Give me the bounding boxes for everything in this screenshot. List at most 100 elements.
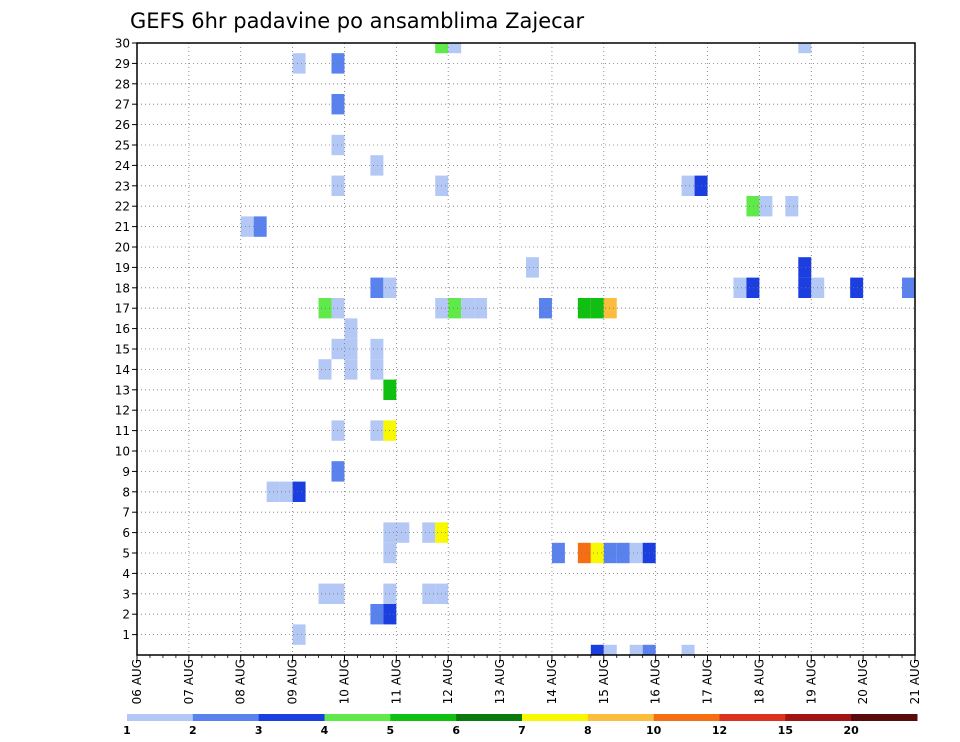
- legend-swatch: [456, 714, 523, 721]
- y-tick-label: 5: [122, 547, 130, 561]
- precip-cell: [798, 257, 812, 278]
- y-tick-label: 22: [115, 200, 130, 214]
- grid-lines: [137, 42, 915, 655]
- y-tick-label: 24: [115, 159, 130, 173]
- legend-label: 7: [518, 724, 526, 737]
- precip-cell: [370, 604, 384, 625]
- precip-cell: [240, 216, 254, 237]
- precip-cell: [253, 216, 267, 237]
- legend-swatch: [258, 714, 325, 721]
- y-tick-label: 10: [115, 445, 130, 459]
- precip-cell: [603, 298, 617, 319]
- x-tick-label: 08 AUG: [234, 659, 248, 704]
- legend-label: 12: [712, 724, 727, 737]
- precip-cell: [474, 298, 488, 319]
- precip-cell: [279, 481, 293, 502]
- precip-cell: [461, 298, 475, 319]
- legend-swatch: [324, 714, 391, 721]
- legend-label: 5: [387, 724, 395, 737]
- precip-cell: [850, 277, 864, 298]
- y-tick-label: 21: [115, 220, 130, 234]
- legend-label: 2: [189, 724, 197, 737]
- chart-title: GEFS 6hr padavine po ansamblima Zajecar: [130, 9, 585, 33]
- precip-cell: [292, 53, 306, 74]
- y-tick-label: 19: [115, 261, 130, 275]
- x-tick-label: 16 AUG: [649, 659, 663, 704]
- precip-cell: [551, 542, 565, 564]
- legend-swatch: [127, 714, 194, 721]
- x-tick-label: 10 AUG: [338, 659, 352, 704]
- precip-cell: [370, 155, 384, 176]
- x-tick-label: 11 AUG: [389, 659, 403, 704]
- y-tick-label: 17: [115, 302, 130, 316]
- precip-cell: [746, 277, 760, 298]
- precip-cell: [642, 644, 656, 655]
- legend-label: 3: [255, 724, 263, 737]
- precip-cell: [577, 542, 591, 564]
- precip-cell: [370, 338, 384, 360]
- legend-swatch: [851, 714, 918, 721]
- precip-cell: [448, 43, 462, 54]
- legend-swatch: [785, 714, 852, 721]
- x-tick-label: 09 AUG: [286, 659, 300, 704]
- precip-cell: [733, 277, 747, 298]
- x-tick-label: 07 AUG: [182, 659, 196, 704]
- x-tick-label: 12 AUG: [441, 659, 455, 704]
- precip-cell: [746, 196, 760, 217]
- y-tick-label: 14: [115, 363, 130, 377]
- legend-swatch: [522, 714, 589, 721]
- legend-label: 20: [844, 724, 860, 737]
- precip-cell: [798, 43, 812, 54]
- precip-cell: [370, 420, 384, 441]
- legend-label: 4: [321, 724, 329, 737]
- y-tick-label: 11: [115, 424, 130, 438]
- y-tick-label: 18: [115, 281, 130, 295]
- y-tick-label: 16: [115, 322, 130, 336]
- precip-cell: [370, 277, 384, 298]
- precip-cell: [435, 43, 449, 54]
- precip-cell: [396, 522, 410, 543]
- y-tick-label: 1: [122, 628, 130, 642]
- x-tick-label: 06 AUG: [130, 659, 144, 704]
- precip-cell: [292, 481, 306, 502]
- legend-swatch: [719, 714, 786, 721]
- precip-cell: [344, 318, 358, 339]
- precip-cell: [902, 277, 915, 298]
- y-tick-label: 12: [115, 404, 130, 418]
- y-tick-label: 4: [122, 567, 130, 581]
- y-tick-label: 30: [115, 37, 130, 51]
- legend-colorbar: 1 2 3 4 5 6 7 8 10 12 15 20: [123, 714, 918, 737]
- precip-cell: [629, 542, 643, 564]
- precip-cell: [603, 542, 617, 564]
- precip-cell: [422, 522, 436, 543]
- y-tick-label: 15: [115, 343, 130, 357]
- precip-cell: [344, 359, 358, 380]
- y-tick-label: 27: [115, 98, 130, 112]
- legend-label: 6: [452, 724, 460, 737]
- precip-cell: [603, 644, 617, 655]
- y-tick-label: 7: [122, 506, 130, 520]
- precip-cell: [590, 644, 604, 655]
- precip-cell: [681, 175, 695, 196]
- y-tick-label: 6: [122, 526, 130, 540]
- x-tick-label: 13 AUG: [493, 659, 507, 704]
- y-tick-label: 28: [115, 77, 130, 91]
- y-tick-label: 23: [115, 179, 130, 193]
- legend-label: 8: [584, 724, 592, 737]
- legend-label: 15: [778, 724, 793, 737]
- precip-cell: [422, 583, 436, 604]
- legend-swatch: [390, 714, 457, 721]
- x-tick-label: 15 AUG: [597, 659, 611, 704]
- y-tick-label: 9: [122, 465, 130, 479]
- precip-cell: [681, 644, 695, 655]
- precip-cell: [370, 359, 384, 380]
- legend-label: 10: [646, 724, 662, 737]
- x-tick-label: 19 AUG: [804, 659, 818, 704]
- y-axis: 1234567891011121314151617181920212223242…: [115, 37, 137, 642]
- x-tick-label: 17 AUG: [701, 659, 715, 704]
- precip-cell: [292, 624, 306, 645]
- precip-cell: [785, 196, 799, 217]
- y-tick-label: 2: [122, 608, 130, 622]
- precip-cell: [629, 644, 643, 655]
